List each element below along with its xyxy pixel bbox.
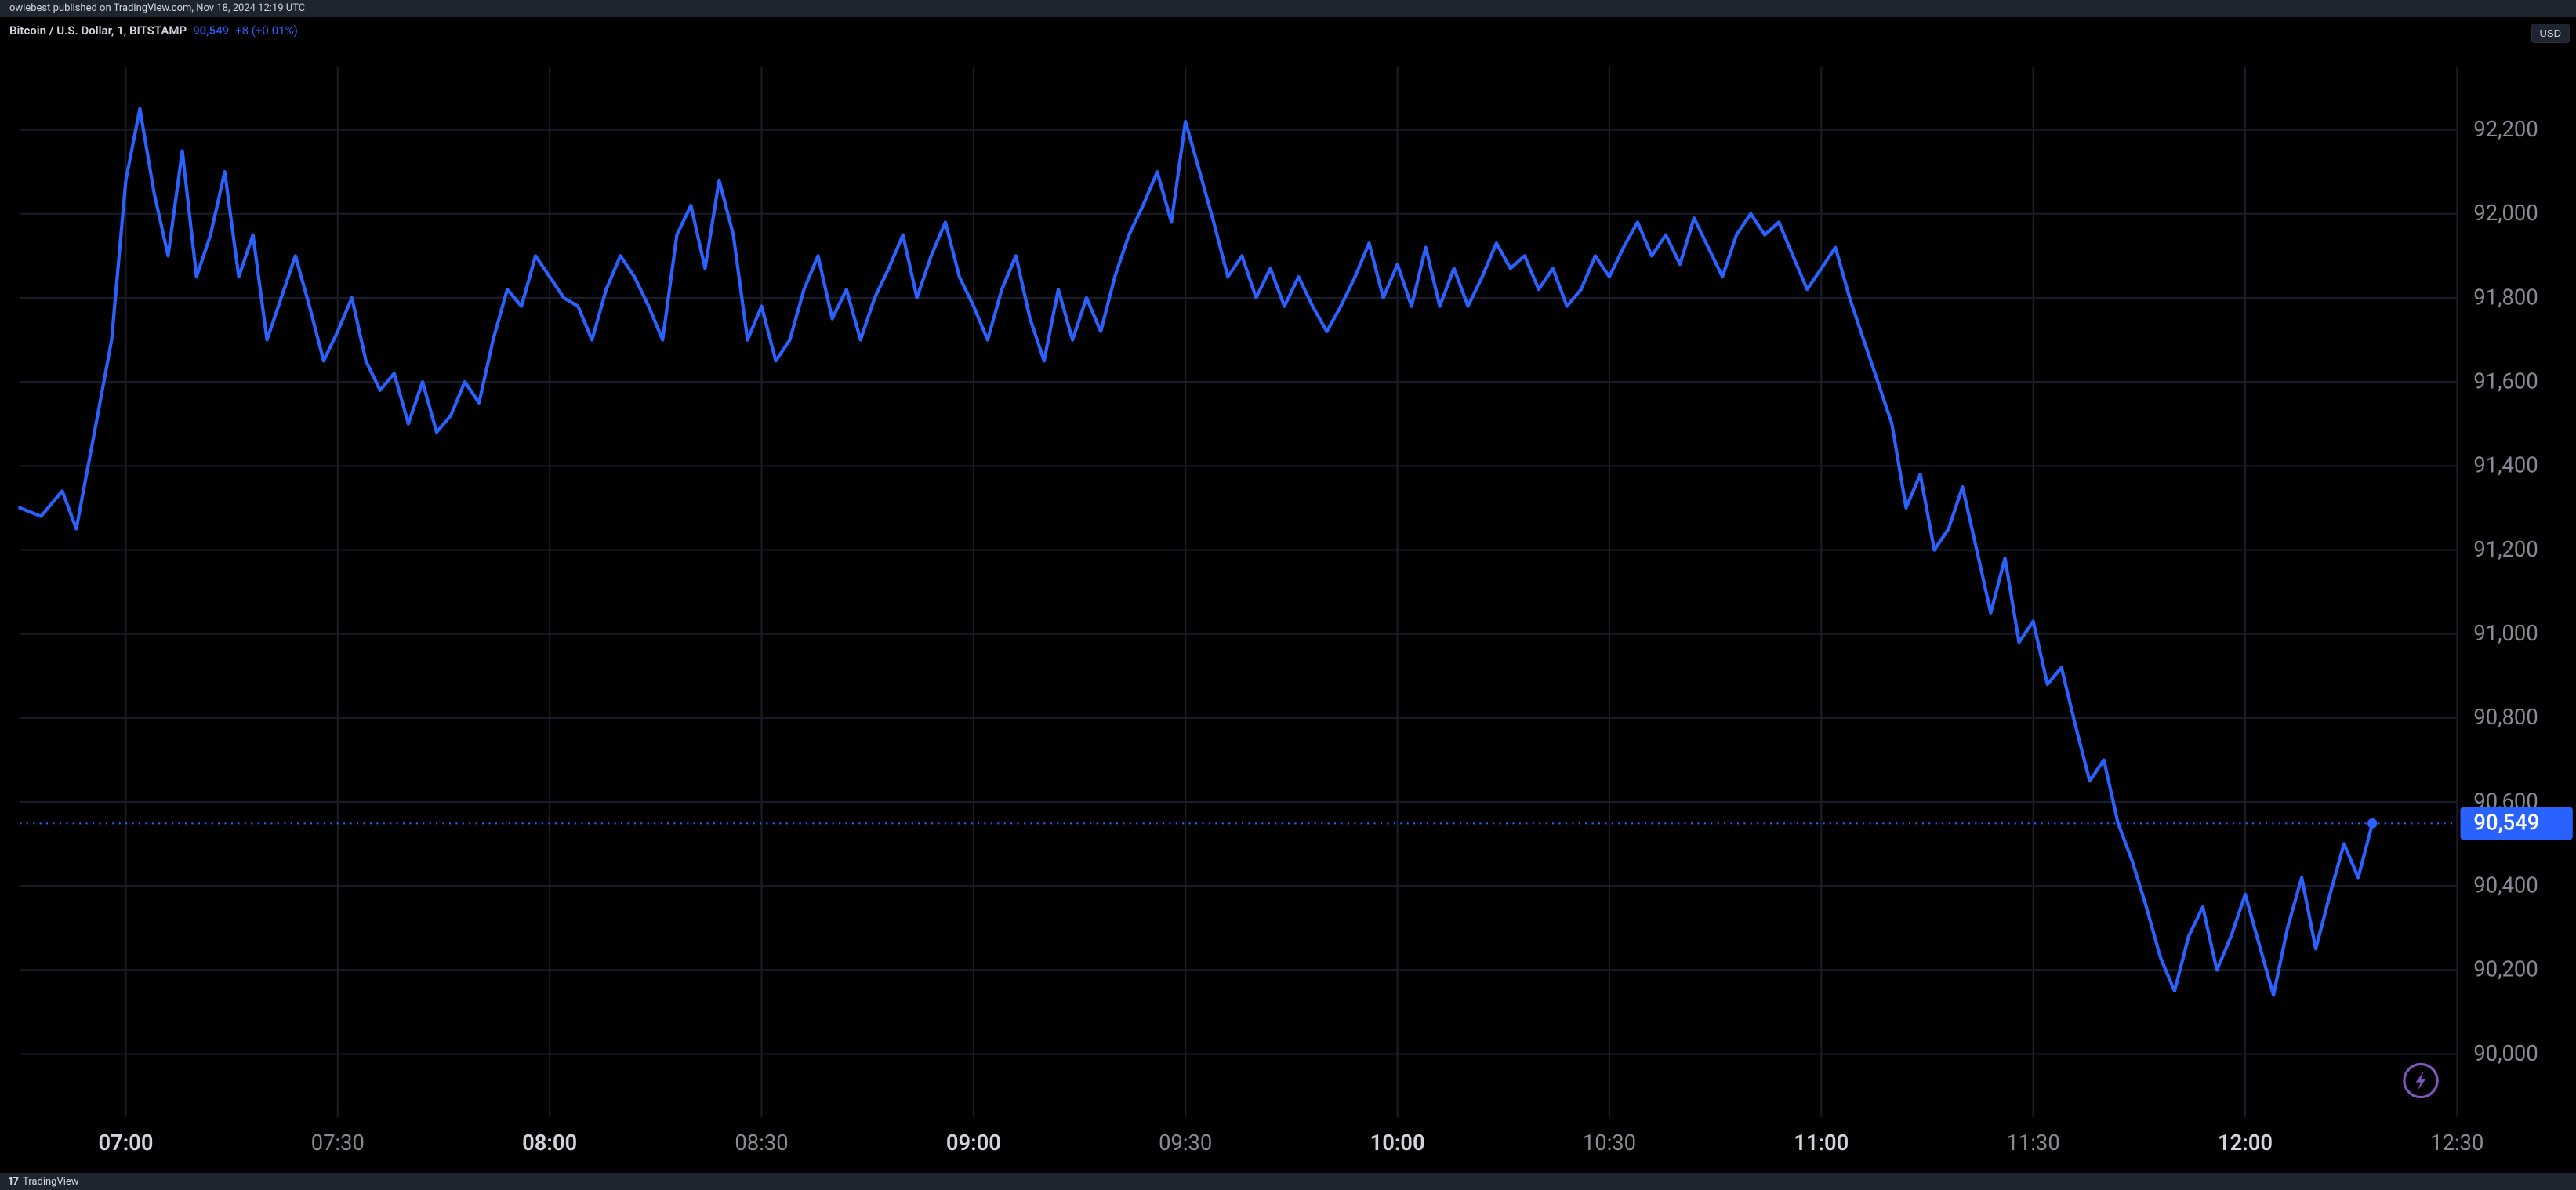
- currency-selector-button[interactable]: USD: [2531, 24, 2570, 43]
- chart-legend: Bitcoin / U.S. Dollar, 1, BITSTAMP 90,54…: [9, 24, 298, 38]
- chart-panel: Bitcoin / U.S. Dollar, 1, BITSTAMP 90,54…: [0, 17, 2576, 1173]
- brand-text: TradingView: [23, 1176, 79, 1188]
- x-axis-tick: 09:30: [1159, 1130, 1212, 1156]
- y-axis-tick: 90,400: [2473, 873, 2538, 898]
- x-axis-tick: 07:30: [311, 1130, 365, 1156]
- footer-bar: 17 TradingView: [0, 1173, 2576, 1190]
- last-price-dot: [2367, 818, 2378, 829]
- tradingview-logo-icon: 17: [8, 1176, 18, 1188]
- legend-change: +8 (+0.01%): [235, 24, 298, 38]
- x-axis-tick: 08:00: [522, 1130, 577, 1156]
- x-axis-tick: 12:00: [2218, 1130, 2273, 1156]
- y-axis-tick: 90,800: [2473, 705, 2538, 730]
- y-axis-tick: 91,400: [2473, 452, 2538, 477]
- x-axis-tick: 11:30: [2007, 1130, 2060, 1156]
- y-axis-tick: 91,200: [2473, 537, 2538, 562]
- y-axis-tick: 90,200: [2473, 956, 2538, 981]
- x-axis-tick: 12:30: [2430, 1130, 2483, 1156]
- x-axis-tick: 07:00: [98, 1130, 153, 1156]
- x-axis-tick: 08:30: [735, 1130, 788, 1156]
- symbol-pair[interactable]: Bitcoin / U.S. Dollar, 1, BITSTAMP: [9, 24, 187, 38]
- y-axis-tick: 91,800: [2473, 285, 2538, 310]
- last-price-tag-text: 90,549: [2473, 810, 2539, 835]
- publish-header: owiebest published on TradingView.com, N…: [0, 0, 2576, 17]
- x-axis-tick: 10:00: [1370, 1130, 1425, 1156]
- x-axis-tick: 10:30: [1583, 1130, 1636, 1156]
- y-axis-tick: 91,000: [2473, 621, 2538, 646]
- price-chart-svg[interactable]: 90,00090,20090,40090,60090,80091,00091,2…: [0, 17, 2576, 1173]
- currency-label: USD: [2540, 27, 2561, 39]
- y-axis-tick: 92,000: [2473, 201, 2538, 226]
- legend-price: 90,549: [193, 24, 229, 38]
- app-root: owiebest published on TradingView.com, N…: [0, 0, 2576, 1190]
- x-axis-tick: 11:00: [1794, 1130, 1849, 1156]
- chart-area[interactable]: 90,00090,20090,40090,60090,80091,00091,2…: [0, 17, 2576, 1173]
- publish-text: owiebest published on TradingView.com, N…: [9, 2, 305, 14]
- y-axis-tick: 90,000: [2473, 1041, 2538, 1066]
- y-axis-tick: 91,600: [2473, 368, 2538, 394]
- y-axis-tick: 92,200: [2473, 117, 2538, 142]
- x-axis-tick: 09:00: [946, 1130, 1001, 1156]
